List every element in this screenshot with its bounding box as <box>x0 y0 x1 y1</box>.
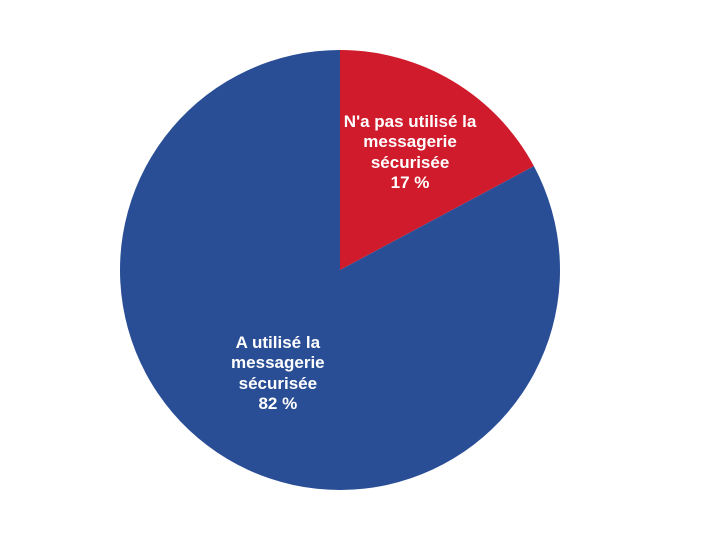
pie-chart <box>0 0 720 540</box>
chart-stage: N'a pas utilisé la messagerie sécurisée … <box>0 0 720 540</box>
